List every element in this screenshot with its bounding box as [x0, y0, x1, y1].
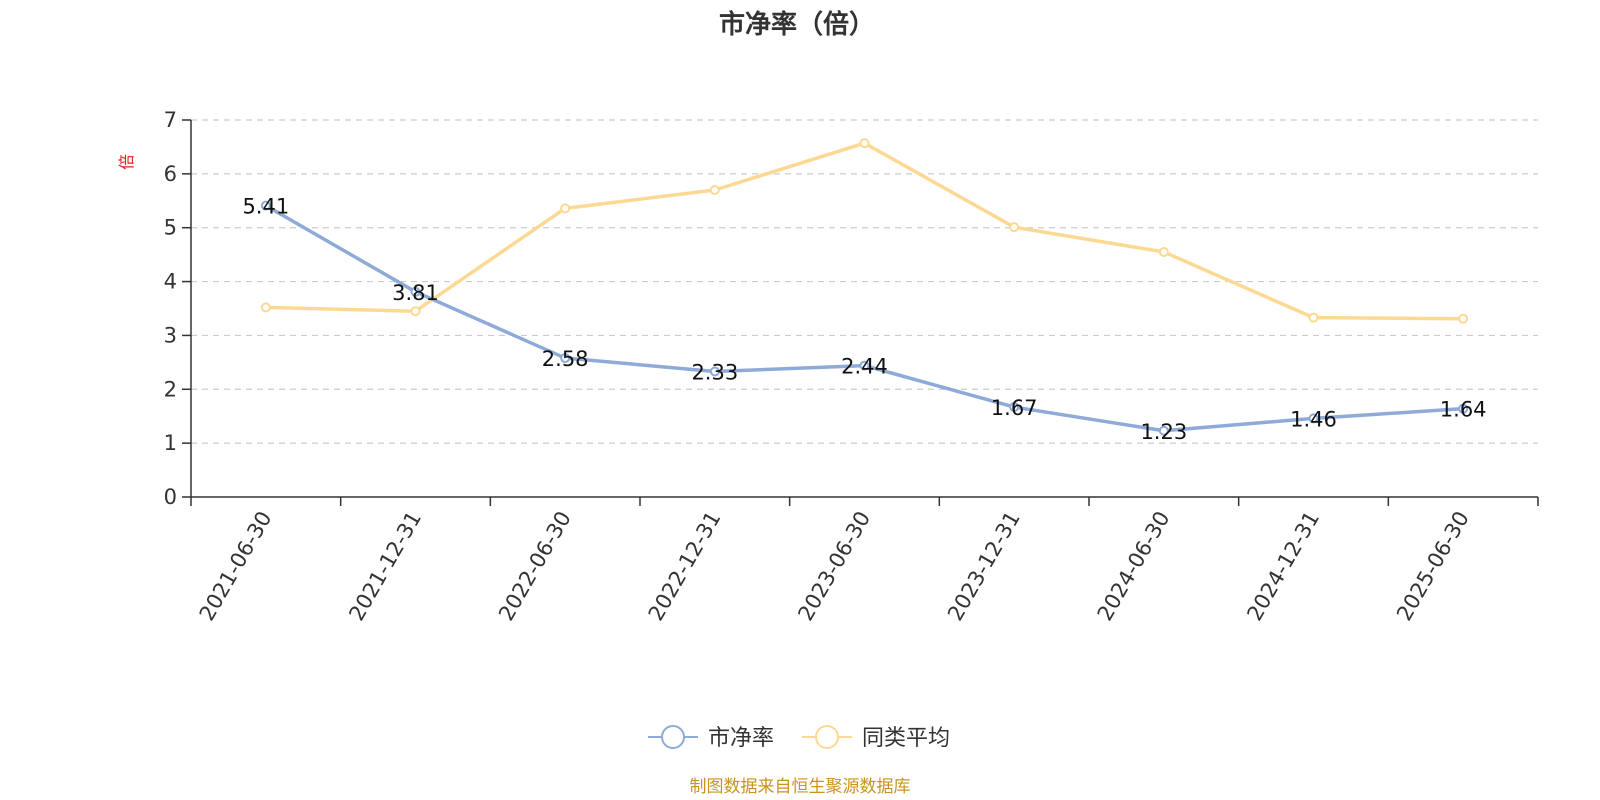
- point-peer-average-2024-12-31: [1308, 312, 1319, 323]
- point-pb-ratio-2021-06-30: [260, 200, 271, 211]
- y-tick-label-5: 5: [164, 216, 177, 240]
- data-label-pb-ratio-2023-12-31: 1.67: [991, 396, 1038, 420]
- point-peer-average-2022-06-30: [560, 203, 571, 214]
- point-peer-average-2024-06-30: [1158, 246, 1169, 257]
- x-tick-label-2023-12-31: 2023-12-31: [943, 507, 1025, 625]
- data-label-pb-ratio-2021-12-31: 3.81: [392, 281, 439, 305]
- series-layer: [260, 138, 1469, 436]
- y-tick-label-4: 4: [164, 270, 177, 294]
- point-peer-average-2021-06-30: [260, 302, 271, 313]
- point-pb-ratio-2023-12-31: [1009, 402, 1020, 413]
- y-tick-label-7: 7: [164, 108, 177, 132]
- point-pb-ratio-2024-12-31: [1308, 413, 1319, 424]
- chart-title: 市净率（倍）: [719, 9, 875, 40]
- x-tick-label-2022-12-31: 2022-12-31: [644, 507, 726, 625]
- series-line-pb-ratio: [264, 203, 1465, 433]
- y-tick-label-0: 0: [164, 485, 177, 509]
- point-pb-ratio-2022-12-31: [709, 366, 720, 377]
- legend-label-pb-ratio[interactable]: 市净率: [708, 726, 774, 751]
- point-peer-average-2023-06-30: [859, 138, 870, 149]
- point-pb-ratio-2022-06-30: [560, 353, 571, 364]
- point-pb-ratio-2024-06-30: [1158, 425, 1169, 436]
- x-tick-label-2025-06-30: 2025-06-30: [1392, 507, 1474, 625]
- point-pb-ratio-2021-12-31: [410, 286, 421, 297]
- data-label-pb-ratio-2023-06-30: 2.44: [841, 355, 888, 379]
- series-line-peer-average: [264, 141, 1465, 321]
- data-label-pb-ratio-2022-12-31: 2.33: [691, 361, 738, 385]
- point-pb-ratio-2023-06-30: [859, 360, 870, 371]
- legend: 市净率 同类平均: [648, 725, 950, 751]
- y-tick-label-3: 3: [164, 323, 177, 347]
- data-label-pb-ratio-2021-06-30: 5.41: [242, 195, 289, 219]
- point-pb-ratio-2025-06-30: [1458, 403, 1469, 414]
- y-tick-label-1: 1: [164, 431, 177, 455]
- legend-marker-peer-average: [815, 725, 839, 749]
- data-label-pb-ratio-2024-12-31: 1.46: [1290, 407, 1337, 431]
- y-tick-label-6: 6: [164, 162, 177, 186]
- data-source-note: 制图数据来自恒生聚源数据库: [690, 777, 911, 797]
- legend-marker-pb-ratio: [661, 725, 685, 749]
- y-axis-unit-label: 倍: [117, 154, 136, 170]
- data-label-pb-ratio-2022-06-30: 2.58: [542, 347, 589, 371]
- legend-label-peer-average[interactable]: 同类平均: [862, 726, 950, 751]
- data-label-pb-ratio-2024-06-30: 1.23: [1140, 420, 1187, 444]
- x-tick-label-2021-12-31: 2021-12-31: [344, 507, 426, 625]
- x-tick-label-2022-06-30: 2022-06-30: [494, 507, 576, 625]
- point-peer-average-2022-12-31: [709, 185, 720, 196]
- x-tick-label-2021-06-30: 2021-06-30: [195, 507, 277, 625]
- data-label-pb-ratio-2025-06-30: 1.64: [1440, 398, 1487, 422]
- x-tick-label-2024-06-30: 2024-06-30: [1093, 507, 1175, 625]
- point-peer-average-2021-12-31: [410, 306, 421, 317]
- point-peer-average-2023-12-31: [1009, 222, 1020, 233]
- x-tick-label-2024-12-31: 2024-12-31: [1242, 507, 1324, 625]
- gridlines: [191, 119, 1538, 444]
- point-peer-average-2025-06-30: [1458, 313, 1469, 324]
- y-tick-label-2: 2: [164, 377, 177, 401]
- data-labels: 5.41 3.81 2.58 2.33 2.44 1.67 1.23 1.46 1.64: [242, 195, 1486, 444]
- x-tick-label-2023-06-30: 2023-06-30: [793, 507, 875, 625]
